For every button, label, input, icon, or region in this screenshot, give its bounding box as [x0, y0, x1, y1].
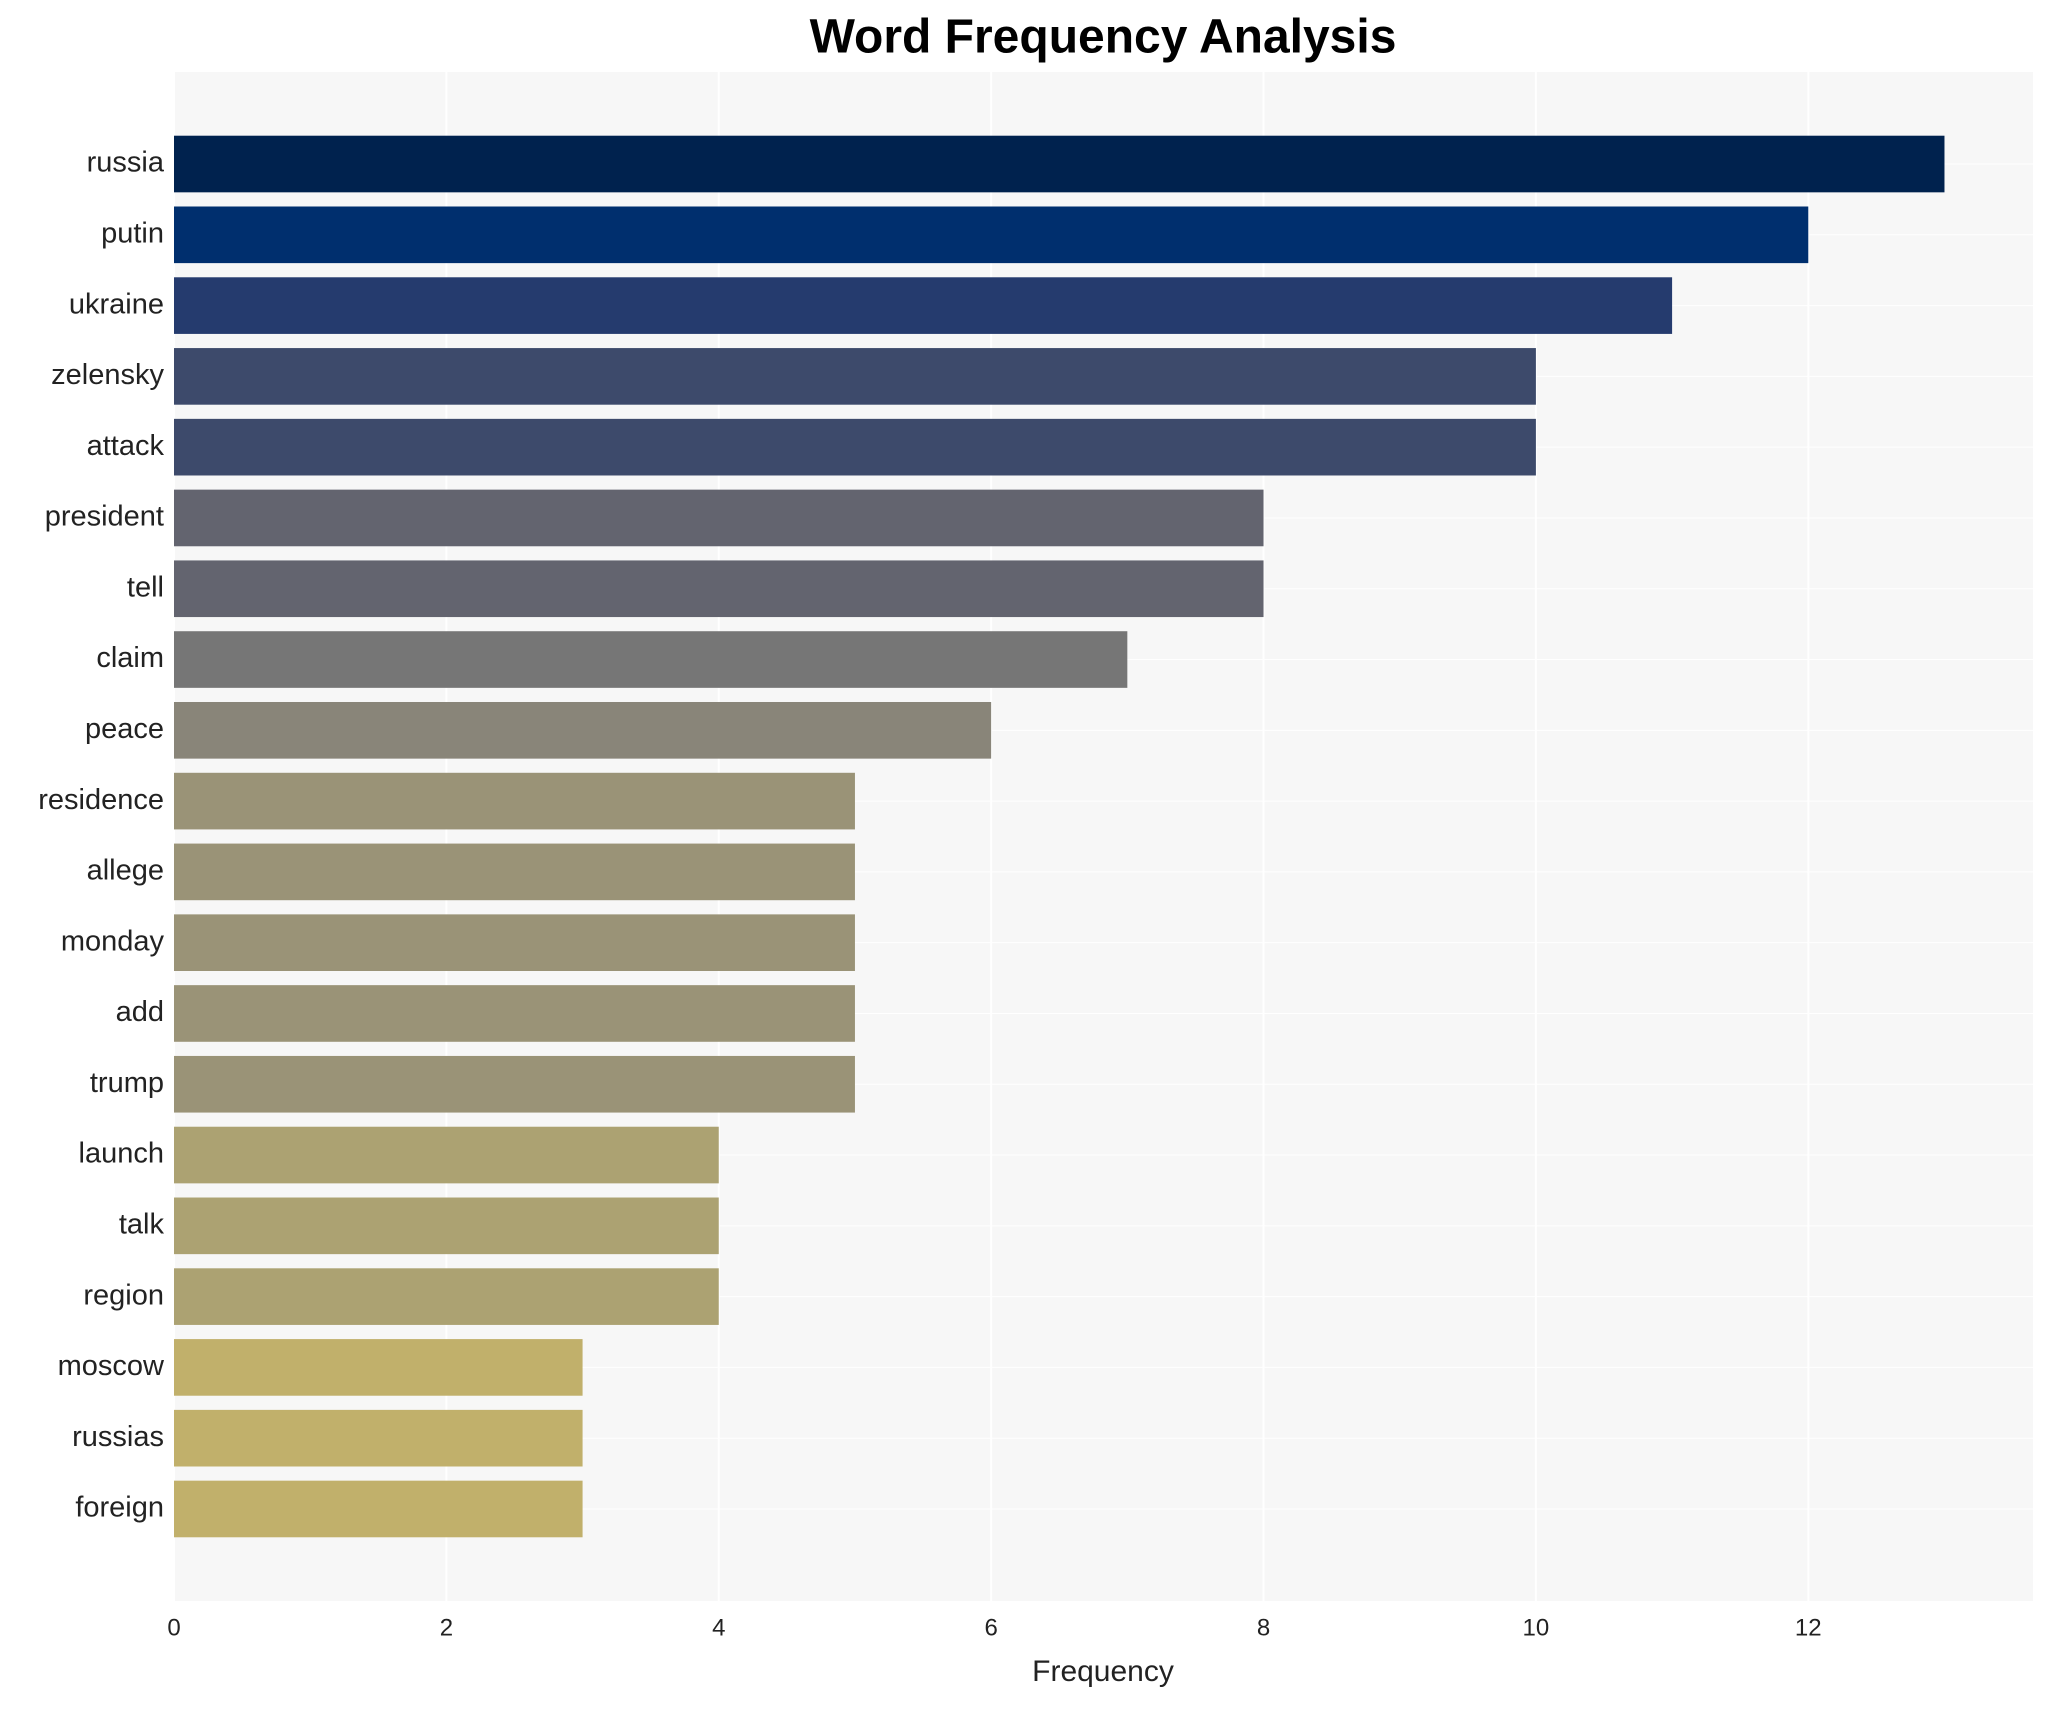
y-tick-label: ukraine: [69, 288, 164, 320]
y-tick-label: allege: [87, 855, 164, 887]
bar: [174, 843, 855, 901]
bar: [174, 631, 1128, 688]
y-tick-label: monday: [61, 925, 165, 957]
y-tick-label: putin: [101, 217, 164, 249]
x-tick-label: 4: [712, 1614, 725, 1641]
bar: [174, 560, 1264, 618]
y-tick-label: claim: [96, 642, 164, 674]
x-tick-label: 10: [1523, 1614, 1550, 1641]
x-tick-label: 0: [167, 1614, 180, 1641]
x-tick-label: 8: [1257, 1614, 1270, 1641]
bar: [174, 1268, 719, 1325]
bar: [174, 1409, 583, 1467]
bar: [174, 348, 1536, 405]
y-tick-label: region: [83, 1279, 164, 1311]
y-tick-label: russias: [72, 1421, 164, 1453]
y-tick-label: launch: [79, 1138, 164, 1170]
y-tick-label: trump: [90, 1067, 164, 1099]
bar: [174, 277, 1673, 334]
bar: [174, 1339, 583, 1396]
y-tick-label: tell: [127, 571, 164, 603]
y-tick-label: moscow: [58, 1350, 165, 1382]
bar: [174, 135, 1945, 193]
chart-title: Word Frequency Analysis: [810, 11, 1397, 64]
bar: [174, 1480, 583, 1538]
bar: [174, 702, 992, 759]
bar: [174, 1055, 855, 1113]
bar: [174, 985, 855, 1042]
bar: [174, 489, 1264, 547]
x-tick-label: 12: [1795, 1614, 1822, 1641]
y-tick-label: peace: [85, 713, 164, 745]
x-axis-label: Frequency: [1032, 1655, 1174, 1688]
bar: [174, 772, 855, 830]
y-tick-label: zelensky: [51, 359, 164, 391]
y-tick-label: attack: [87, 430, 165, 462]
y-tick-label: president: [45, 501, 164, 533]
y-tick-label: russia: [87, 147, 165, 179]
y-tick-label: residence: [38, 784, 164, 816]
y-tick-label: add: [116, 996, 164, 1028]
x-tick-label: 6: [984, 1614, 997, 1641]
bar: [174, 206, 1809, 264]
y-tick-label: talk: [119, 1208, 165, 1240]
bar: [174, 914, 855, 971]
x-tick-label: 2: [440, 1614, 453, 1641]
bar: [174, 418, 1536, 476]
bar: [174, 1197, 719, 1255]
bar: [174, 1126, 719, 1184]
y-tick-label: foreign: [75, 1492, 164, 1524]
